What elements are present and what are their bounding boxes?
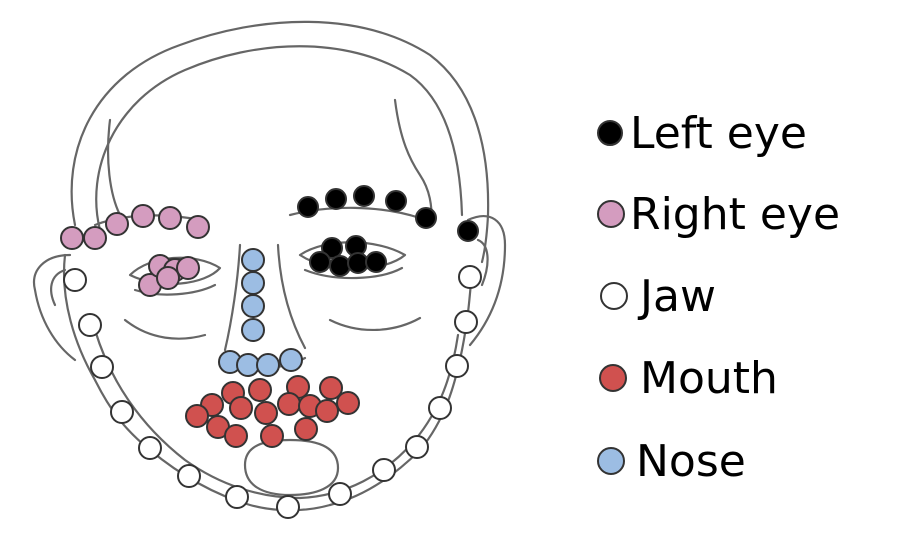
landmark-dot — [254, 401, 278, 425]
legend: Left eye Right eye Jaw Mouth Nose — [597, 108, 840, 487]
landmark-dot — [276, 495, 300, 519]
landmark-dot — [185, 404, 209, 428]
legend-swatch — [599, 364, 627, 392]
landmark-dot — [336, 391, 360, 415]
landmark-dot — [225, 485, 249, 509]
legend-label: Left eye — [630, 108, 807, 159]
landmark-dot — [158, 206, 182, 230]
landmark-dot — [248, 378, 272, 402]
landmarks-right-eye — [60, 204, 210, 297]
legend-swatch — [597, 120, 623, 146]
landmark-dot — [428, 396, 452, 420]
legend-label: Right eye — [630, 189, 840, 240]
landmarks-mouth — [185, 375, 360, 448]
landmark-dot — [315, 399, 339, 423]
landmark-dot — [186, 215, 210, 239]
landmark-dot — [372, 458, 396, 482]
landmark-dot — [319, 376, 343, 400]
legend-item-nose: Nose — [597, 436, 746, 487]
landmark-dot — [229, 396, 253, 420]
legend-swatch — [600, 282, 628, 310]
landmark-dot — [241, 271, 265, 295]
landmarks-jaw — [63, 265, 482, 519]
landmark-dot — [138, 436, 162, 460]
landmark-dot — [83, 226, 107, 250]
landmark-dot — [236, 353, 260, 377]
landmark-dot — [90, 355, 114, 379]
landmark-dot — [454, 310, 478, 334]
landmark-dot — [279, 348, 303, 372]
landmark-dot — [105, 212, 129, 236]
landmark-dot — [321, 237, 343, 259]
landmark-dot — [224, 424, 248, 448]
landmark-dot — [405, 435, 429, 459]
legend-label: Jaw — [637, 271, 716, 322]
landmark-dot — [297, 196, 319, 218]
landmark-dot — [415, 207, 437, 229]
landmark-dot — [329, 255, 351, 277]
landmark-dot — [241, 318, 265, 342]
landmark-dot — [156, 266, 180, 290]
landmark-dot — [325, 188, 347, 210]
landmark-dot — [445, 354, 469, 378]
landmark-dot — [78, 313, 102, 337]
landmark-dot — [457, 220, 479, 242]
legend-item-right-eye: Right eye — [597, 189, 840, 240]
legend-label: Nose — [636, 436, 746, 487]
landmark-dot — [260, 424, 284, 448]
landmark-dot — [365, 251, 387, 273]
legend-label: Mouth — [640, 353, 778, 404]
landmarks-nose — [218, 248, 303, 377]
legend-item-left-eye: Left eye — [597, 108, 807, 159]
legend-item-mouth: Mouth — [599, 353, 778, 404]
legend-swatch — [597, 447, 625, 475]
landmark-dot — [241, 248, 265, 272]
landmark-dot — [458, 265, 482, 289]
landmark-dot — [241, 294, 265, 318]
landmark-dot — [347, 252, 369, 274]
landmark-dot — [63, 268, 87, 292]
landmark-dot — [177, 464, 201, 488]
legend-item-jaw: Jaw — [600, 271, 716, 322]
landmark-dot — [353, 185, 375, 207]
landmark-dot — [277, 392, 301, 416]
landmark-dot — [110, 400, 134, 424]
landmark-dot — [309, 251, 331, 273]
landmark-dot — [294, 417, 318, 441]
landmarks-left-eye — [297, 185, 479, 277]
landmark-dot — [385, 190, 407, 212]
landmark-dot — [256, 353, 280, 377]
landmark-dot — [60, 226, 84, 250]
landmark-dot — [328, 482, 352, 506]
landmark-dot — [131, 204, 155, 228]
landmark-dot — [176, 256, 200, 280]
legend-swatch — [597, 200, 625, 228]
